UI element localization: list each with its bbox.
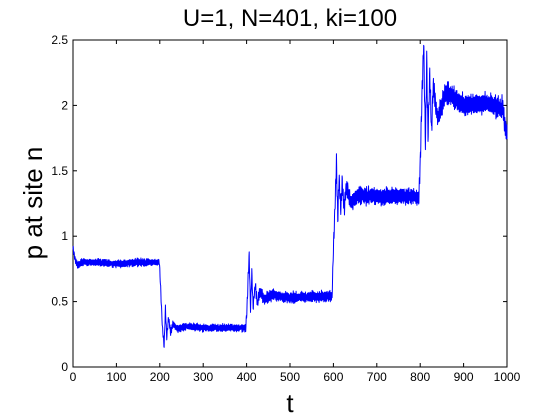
y-tick-label: 0 [61,360,68,374]
axis-ticks [72,39,508,368]
x-tick-label: 800 [410,370,430,384]
x-tick-label: 700 [367,370,387,384]
x-tick-label: 600 [323,370,343,384]
chart-title: U=1, N=401, ki=100 [183,5,397,32]
series-layer [72,44,508,348]
plot-area-frame [72,39,508,368]
x-axis-label: t [286,388,294,418]
x-tick-label: 1000 [494,370,521,384]
y-tick-label: 2 [61,98,68,112]
x-tick-label: 400 [237,370,257,384]
x-tick-label: 100 [106,370,126,384]
x-tick-label: 0 [70,370,77,384]
y-tick-label: 1 [61,229,68,243]
series-line-0 [72,44,508,348]
y-tick-label: 0.5 [51,295,68,309]
x-tick-label: 300 [193,370,213,384]
x-tick-label: 900 [454,370,474,384]
y-tick-label: 1.5 [51,164,68,178]
axis-tick-labels: 0 100 200 300 400 500 600 700 800 900 1000 0 0.5 1 1.5… [51,33,520,384]
y-tick-label: 2.5 [51,33,68,47]
x-tick-label: 500 [280,370,300,384]
y-axis-label: p at site n [18,147,48,260]
x-tick-label: 200 [150,370,170,384]
